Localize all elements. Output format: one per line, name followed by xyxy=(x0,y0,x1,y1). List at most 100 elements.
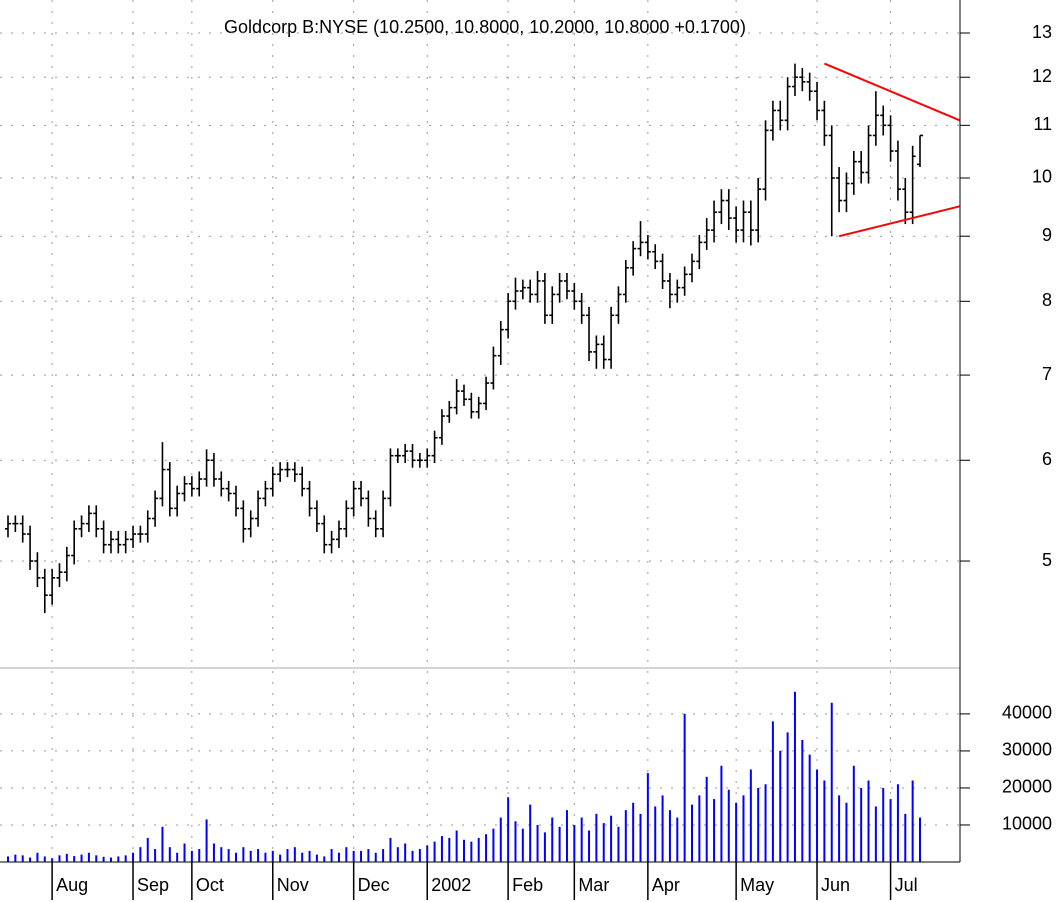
y-tick-label: 11 xyxy=(1033,114,1052,134)
ohlc-bar xyxy=(144,510,151,543)
ohlc-bar xyxy=(534,271,541,303)
ohlc-bar xyxy=(880,105,887,136)
ohlc-bar xyxy=(100,520,107,554)
ohlc-bar xyxy=(137,525,144,543)
ohlc-bar xyxy=(402,443,409,464)
ohlc-bar xyxy=(666,273,673,309)
ohlc-bar xyxy=(174,485,181,517)
ohlc-bar xyxy=(747,200,754,246)
ohlc-bar xyxy=(622,260,629,303)
ohlc-bar xyxy=(652,244,659,270)
ohlc-bar xyxy=(806,72,813,101)
ohlc-bar xyxy=(41,568,48,614)
ohlc-bar xyxy=(431,430,438,464)
ohlc-bar xyxy=(380,490,387,538)
ohlc-bar xyxy=(299,466,306,497)
ohlc-bar xyxy=(615,286,622,324)
ohlc-bar xyxy=(725,189,732,231)
ohlc-bar xyxy=(438,409,445,445)
ohlc-bar xyxy=(335,520,342,548)
ohlc-bar xyxy=(821,100,828,146)
ohlc-bar xyxy=(659,253,666,290)
ohlc-bar xyxy=(858,151,865,184)
ohlc-bar xyxy=(541,273,548,324)
ohlc-bar xyxy=(681,266,688,296)
x-tick-label: Feb xyxy=(512,875,543,895)
ohlc-bar xyxy=(917,134,923,168)
ohlc-bar xyxy=(784,77,791,131)
ohlc-bar xyxy=(578,293,585,324)
ohlc-bar xyxy=(475,396,482,419)
ohlc-bar xyxy=(115,530,122,554)
ohlc-bar xyxy=(255,490,262,527)
ohlc-bar xyxy=(703,218,710,250)
ohlc-bar xyxy=(791,63,798,96)
x-tick-label: Jun xyxy=(821,875,850,895)
ohlc-bar xyxy=(490,346,497,390)
ohlc-bar xyxy=(350,480,357,517)
ohlc-bar xyxy=(814,81,821,121)
ohlc-bar xyxy=(733,206,740,243)
y-tick-label: 13 xyxy=(1032,22,1052,42)
ohlc-bar xyxy=(556,273,563,303)
x-tick-label: Mar xyxy=(578,875,609,895)
ohlc-bar xyxy=(321,515,328,554)
ohlc-bar xyxy=(902,177,909,225)
x-tick-label: 2002 xyxy=(431,875,471,895)
chart-title: Goldcorp B:NYSE (10.2500, 10.8000, 10.20… xyxy=(224,17,746,37)
ohlc-bar xyxy=(600,335,607,369)
ohlc-bar xyxy=(152,490,159,527)
y-tick-label: 10000 xyxy=(1002,814,1052,834)
ohlc-bar xyxy=(468,392,475,419)
ohlc-bar xyxy=(799,68,806,92)
ohlc-bar xyxy=(850,151,857,195)
ohlc-bar xyxy=(27,525,34,570)
ohlc-bar xyxy=(769,100,776,141)
ohlc-bar xyxy=(865,125,872,184)
ohlc-bar xyxy=(85,505,92,532)
trendline xyxy=(838,205,960,238)
ohlc-bar xyxy=(291,462,298,482)
ohlc-bar xyxy=(240,500,247,543)
ohlc-bar xyxy=(894,140,901,201)
ohlc-bar xyxy=(328,530,335,554)
ohlc-bar xyxy=(571,282,578,310)
x-tick-label: Jul xyxy=(895,875,918,895)
y-tick-label: 8 xyxy=(1042,290,1052,310)
ohlc-bar xyxy=(203,449,210,487)
ohlc-bar xyxy=(644,234,651,260)
ohlc-bar xyxy=(843,172,850,213)
ohlc-bar xyxy=(78,515,85,538)
ohlc-bar xyxy=(365,490,372,527)
ohlc-bar xyxy=(527,279,534,303)
ohlc-bar xyxy=(483,376,490,411)
ohlc-bar xyxy=(762,120,769,201)
ohlc-bar xyxy=(512,277,519,310)
ohlc-bar xyxy=(836,167,843,213)
ohlc-bar xyxy=(71,520,78,565)
y-tick-label: 5 xyxy=(1042,550,1052,570)
ohlc-bar xyxy=(313,500,320,532)
y-tick-label: 7 xyxy=(1042,364,1052,384)
ohlc-bar xyxy=(122,530,129,554)
ohlc-bar xyxy=(19,515,26,543)
ohlc-bar xyxy=(233,485,239,517)
ohlc-bar xyxy=(387,448,394,507)
ohlc-bar xyxy=(284,462,291,478)
ohlc-bar xyxy=(674,279,681,303)
ohlc-bar xyxy=(93,505,100,538)
x-tick-label: Dec xyxy=(358,875,390,895)
y-tick-label: 40000 xyxy=(1002,703,1052,723)
ohlc-bar xyxy=(196,471,203,497)
ohlc-bar xyxy=(586,306,593,362)
ohlc-bar xyxy=(218,471,225,497)
x-tick-label: Oct xyxy=(196,875,224,895)
ohlc-bar xyxy=(372,510,379,538)
ohlc-bar xyxy=(409,443,416,468)
ohlc-bar xyxy=(130,525,137,548)
ohlc-bar xyxy=(519,279,526,300)
ohlc-bar xyxy=(166,462,173,517)
x-tick-label: Nov xyxy=(277,875,309,895)
ohlc-bar xyxy=(358,480,365,507)
